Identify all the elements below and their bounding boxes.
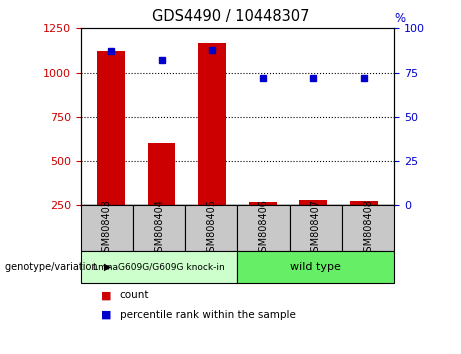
Text: GDS4490 / 10448307: GDS4490 / 10448307 xyxy=(152,9,309,24)
Bar xyxy=(249,202,277,250)
Bar xyxy=(185,205,237,251)
Text: count: count xyxy=(120,290,149,300)
Text: wild type: wild type xyxy=(290,262,341,272)
Text: GSM808407: GSM808407 xyxy=(311,199,321,258)
Text: ■: ■ xyxy=(101,310,112,320)
Text: GSM808404: GSM808404 xyxy=(154,199,164,258)
Bar xyxy=(133,205,185,251)
Text: GSM808403: GSM808403 xyxy=(102,199,112,258)
Text: LmnaG609G/G609G knock-in: LmnaG609G/G609G knock-in xyxy=(93,263,225,272)
Bar xyxy=(237,251,394,283)
Text: GSM808408: GSM808408 xyxy=(363,199,373,258)
Text: ■: ■ xyxy=(101,290,112,300)
Text: %: % xyxy=(394,12,405,25)
Text: percentile rank within the sample: percentile rank within the sample xyxy=(120,310,296,320)
Bar xyxy=(81,251,237,283)
Bar xyxy=(148,143,176,250)
Bar xyxy=(350,201,378,250)
Bar xyxy=(342,205,394,251)
Text: genotype/variation  ▶: genotype/variation ▶ xyxy=(5,262,111,272)
Bar xyxy=(81,205,133,251)
Text: GSM808405: GSM808405 xyxy=(206,199,216,258)
Bar xyxy=(290,205,342,251)
Bar xyxy=(97,51,125,250)
Text: GSM808406: GSM808406 xyxy=(259,199,269,258)
Bar xyxy=(198,44,226,250)
Bar xyxy=(299,200,327,250)
Bar xyxy=(237,205,290,251)
